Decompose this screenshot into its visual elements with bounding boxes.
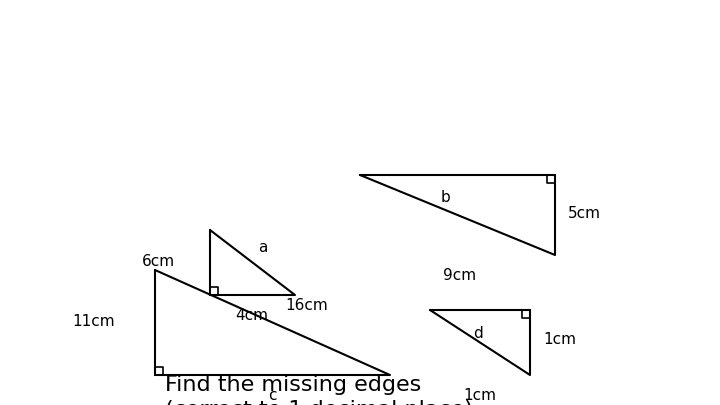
- Text: 6cm: 6cm: [142, 254, 175, 269]
- Text: Find the missing edges
(correct to 1 decimal place): Find the missing edges (correct to 1 dec…: [165, 375, 473, 405]
- Text: 4cm: 4cm: [235, 308, 269, 323]
- Text: c: c: [268, 388, 276, 403]
- Text: 11cm: 11cm: [73, 315, 115, 330]
- Text: d: d: [473, 326, 482, 341]
- Text: 9cm: 9cm: [444, 268, 477, 283]
- Text: a: a: [258, 241, 267, 256]
- Text: b: b: [440, 190, 450, 205]
- Text: 1cm: 1cm: [543, 333, 576, 347]
- Text: 1cm: 1cm: [464, 388, 497, 403]
- Text: 5cm: 5cm: [568, 205, 601, 220]
- Text: 16cm: 16cm: [285, 298, 328, 313]
